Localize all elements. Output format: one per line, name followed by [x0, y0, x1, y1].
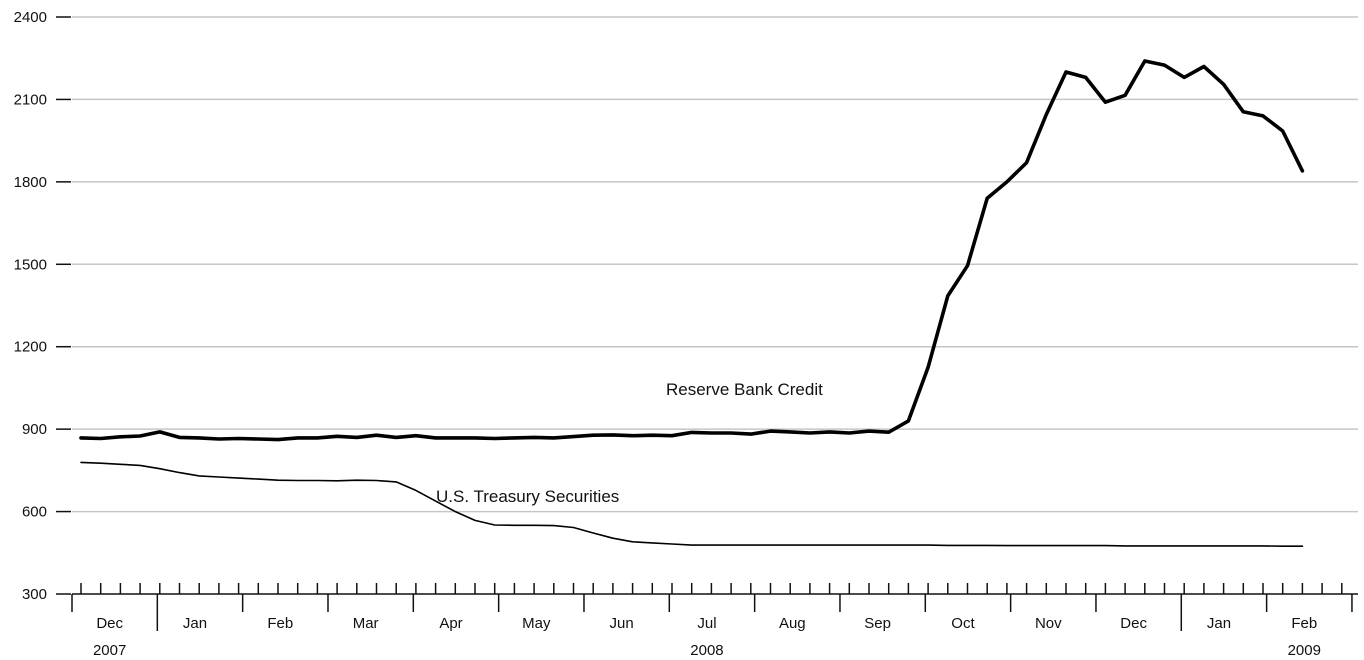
y-tick-label: 900 [22, 421, 47, 438]
x-year-label: 2009 [1288, 642, 1321, 659]
x-year-label: 2008 [690, 642, 723, 659]
x-month-label: Aug [779, 615, 806, 632]
x-month-label: Jan [183, 615, 207, 632]
x-month-label: Feb [1291, 615, 1317, 632]
x-month-label: Sep [864, 615, 891, 632]
series-line-reserve-bank-credit [79, 59, 1305, 442]
y-tick-label: 600 [22, 504, 47, 521]
x-month-label: Mar [353, 615, 379, 632]
y-tick-label: 2100 [14, 91, 47, 108]
x-month-label: Nov [1035, 615, 1062, 632]
series-label-reserve-bank-credit: Reserve Bank Credit [666, 380, 823, 399]
x-axis: Dec Jan Feb Mar Apr May Jun Jul Aug Sep Oct Nov Dec J… [71, 583, 1358, 659]
x-month-label: Jan [1207, 615, 1231, 632]
x-month-label: Jun [610, 615, 634, 632]
y-tick-label: 1200 [14, 339, 47, 356]
x-month-label: Oct [951, 615, 975, 632]
x-year-label: 2007 [93, 642, 126, 659]
x-month-label: May [522, 615, 551, 632]
y-tick-label: 2400 [14, 9, 47, 26]
y-tick-label: 1500 [14, 256, 47, 273]
y-tick-label: 1800 [14, 174, 47, 191]
x-month-label: Dec [96, 615, 123, 632]
x-month-label: Apr [439, 615, 462, 632]
x-month-label: Jul [697, 615, 716, 632]
grid-lines [72, 16, 1358, 513]
series-lines [79, 59, 1305, 548]
series-line-us-treasury-securities [80, 461, 1304, 548]
y-axis: 300 600 900 1200 1500 1800 2100 2400 [14, 9, 71, 603]
x-month-label: Dec [1120, 615, 1147, 632]
series-label-us-treasury-securities: U.S. Treasury Securities [436, 487, 619, 506]
x-month-label: Feb [267, 615, 293, 632]
y-tick-label: 300 [22, 586, 47, 603]
